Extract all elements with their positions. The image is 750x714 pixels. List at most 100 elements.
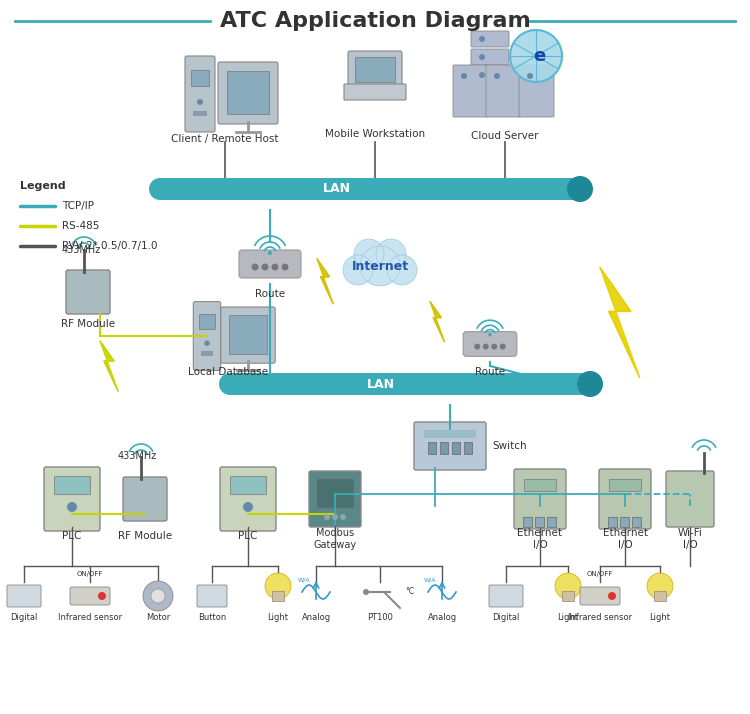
FancyBboxPatch shape bbox=[464, 331, 517, 356]
Bar bbox=[562, 591, 574, 601]
Text: Light: Light bbox=[557, 613, 578, 623]
Circle shape bbox=[491, 343, 497, 350]
Bar bbox=[230, 476, 266, 494]
FancyBboxPatch shape bbox=[486, 65, 521, 117]
Text: Local Database: Local Database bbox=[188, 367, 268, 377]
Circle shape bbox=[265, 573, 291, 599]
Text: 433MHz: 433MHz bbox=[118, 451, 158, 461]
Bar bbox=[229, 316, 267, 354]
FancyBboxPatch shape bbox=[414, 422, 486, 470]
Circle shape bbox=[474, 343, 480, 350]
FancyBboxPatch shape bbox=[348, 51, 402, 89]
Text: Switch: Switch bbox=[492, 441, 526, 451]
Bar bbox=[440, 442, 448, 454]
Text: TCP/IP: TCP/IP bbox=[62, 201, 94, 211]
Bar bbox=[199, 314, 215, 329]
Text: ON/OFF: ON/OFF bbox=[76, 571, 104, 577]
Circle shape bbox=[527, 73, 533, 79]
Circle shape bbox=[219, 373, 241, 395]
Text: Light: Light bbox=[268, 613, 289, 623]
Text: Light: Light bbox=[650, 613, 670, 623]
FancyBboxPatch shape bbox=[220, 467, 276, 531]
Text: Infrared sensor: Infrared sensor bbox=[58, 613, 122, 623]
FancyBboxPatch shape bbox=[218, 62, 278, 124]
Text: °C: °C bbox=[405, 588, 414, 596]
Text: Modbus
Gateway: Modbus Gateway bbox=[314, 528, 356, 550]
Bar bbox=[523, 517, 532, 527]
Text: PT100: PT100 bbox=[367, 613, 393, 623]
Bar bbox=[464, 442, 472, 454]
Circle shape bbox=[143, 581, 173, 611]
Text: Cloud Server: Cloud Server bbox=[471, 131, 538, 141]
Circle shape bbox=[494, 73, 500, 79]
Circle shape bbox=[151, 589, 165, 603]
Bar bbox=[535, 517, 544, 527]
Text: Button: Button bbox=[198, 613, 226, 623]
Text: PLC: PLC bbox=[238, 531, 258, 541]
Bar bbox=[355, 57, 395, 82]
Text: Ethernet
I/O: Ethernet I/O bbox=[602, 528, 647, 550]
Text: ATC Application Diagram: ATC Application Diagram bbox=[220, 11, 530, 31]
Bar bbox=[191, 70, 209, 86]
Circle shape bbox=[363, 589, 369, 595]
Bar bbox=[227, 71, 269, 114]
Circle shape bbox=[354, 239, 384, 269]
Circle shape bbox=[67, 502, 77, 512]
FancyBboxPatch shape bbox=[514, 469, 566, 529]
Polygon shape bbox=[430, 301, 445, 341]
Text: e: e bbox=[532, 47, 545, 65]
Circle shape bbox=[647, 573, 673, 599]
FancyBboxPatch shape bbox=[194, 301, 220, 371]
FancyBboxPatch shape bbox=[471, 31, 509, 47]
Text: W/A: W/A bbox=[298, 578, 310, 583]
FancyBboxPatch shape bbox=[666, 471, 714, 527]
Circle shape bbox=[343, 255, 373, 285]
Text: Analog: Analog bbox=[427, 613, 457, 623]
FancyBboxPatch shape bbox=[344, 84, 406, 100]
Circle shape bbox=[360, 246, 400, 286]
Text: ON/OFF: ON/OFF bbox=[586, 571, 613, 577]
FancyBboxPatch shape bbox=[239, 250, 301, 278]
FancyBboxPatch shape bbox=[44, 467, 100, 531]
Text: Motor: Motor bbox=[146, 613, 170, 623]
FancyBboxPatch shape bbox=[70, 587, 110, 605]
Circle shape bbox=[98, 592, 106, 600]
Circle shape bbox=[251, 263, 259, 271]
FancyBboxPatch shape bbox=[580, 587, 620, 605]
Text: W/A: W/A bbox=[424, 578, 436, 583]
Bar bbox=[201, 351, 213, 356]
Bar bbox=[609, 479, 641, 491]
Bar bbox=[428, 442, 436, 454]
FancyBboxPatch shape bbox=[220, 307, 275, 363]
Text: 433MHz: 433MHz bbox=[62, 245, 101, 255]
Circle shape bbox=[340, 514, 346, 520]
Circle shape bbox=[479, 72, 485, 78]
Text: Analog: Analog bbox=[302, 613, 331, 623]
Ellipse shape bbox=[577, 371, 603, 397]
Bar bbox=[608, 517, 617, 527]
Circle shape bbox=[461, 73, 467, 79]
Text: Legend: Legend bbox=[20, 181, 66, 191]
Text: PLC: PLC bbox=[62, 531, 82, 541]
Ellipse shape bbox=[567, 176, 593, 202]
FancyBboxPatch shape bbox=[519, 65, 554, 117]
Text: Digital: Digital bbox=[492, 613, 520, 623]
FancyBboxPatch shape bbox=[471, 67, 509, 83]
Circle shape bbox=[555, 573, 581, 599]
Bar bbox=[424, 430, 476, 438]
Circle shape bbox=[332, 514, 338, 520]
Circle shape bbox=[479, 54, 485, 60]
Circle shape bbox=[281, 263, 289, 271]
Bar bbox=[230, 373, 590, 395]
Text: Mobile Workstation: Mobile Workstation bbox=[325, 129, 425, 139]
Circle shape bbox=[268, 251, 272, 255]
Text: Internet: Internet bbox=[352, 259, 409, 273]
Text: LAN: LAN bbox=[368, 378, 395, 391]
Text: Ethernet
I/O: Ethernet I/O bbox=[518, 528, 562, 550]
Polygon shape bbox=[100, 341, 118, 391]
FancyBboxPatch shape bbox=[599, 469, 651, 529]
Circle shape bbox=[483, 343, 489, 350]
Text: RF Module: RF Module bbox=[118, 531, 172, 541]
Text: Wi-Fi
I/O: Wi-Fi I/O bbox=[677, 528, 703, 550]
Text: LAN: LAN bbox=[322, 183, 350, 196]
